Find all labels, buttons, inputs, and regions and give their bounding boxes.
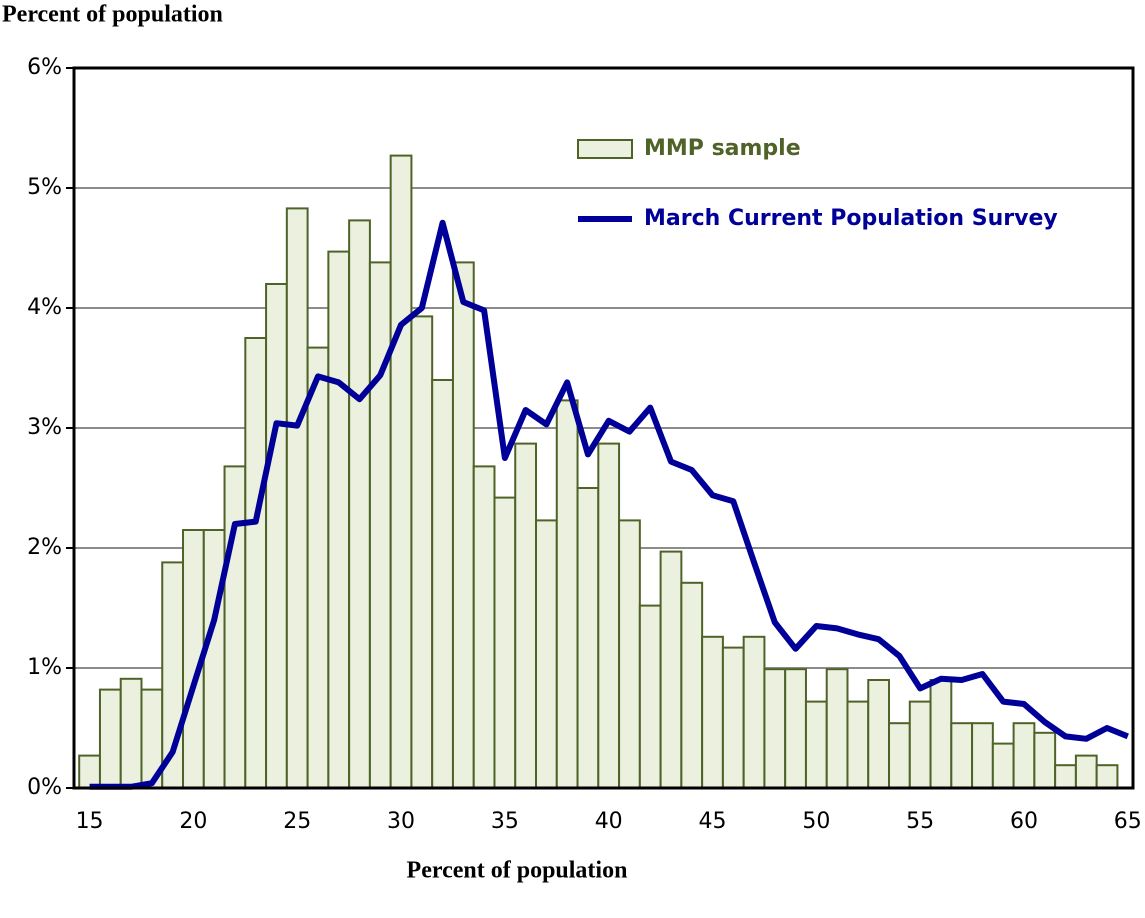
x-tick-label: 35 bbox=[491, 809, 519, 834]
y-tick-label: 0% bbox=[27, 775, 62, 800]
bar bbox=[1012, 722, 1036, 790]
bar bbox=[784, 668, 807, 790]
bar bbox=[306, 346, 330, 789]
bar bbox=[389, 154, 413, 790]
bar bbox=[971, 722, 994, 790]
y-tick-label: 4% bbox=[27, 295, 62, 320]
x-axis-title: Percent of population bbox=[407, 858, 628, 884]
x-tick-label: 55 bbox=[906, 809, 934, 834]
y-tick-label: 1% bbox=[27, 655, 62, 680]
plot-border bbox=[72, 66, 1135, 790]
bar bbox=[804, 700, 828, 789]
bar bbox=[929, 679, 953, 789]
y-axis-title: Percent of population bbox=[2, 2, 223, 28]
x-tick-label: 60 bbox=[1010, 809, 1038, 834]
bar bbox=[908, 700, 932, 789]
bar bbox=[1033, 731, 1057, 789]
x-tick-label: 25 bbox=[283, 809, 311, 834]
bar bbox=[472, 465, 496, 789]
bar bbox=[535, 519, 558, 790]
bar bbox=[867, 679, 891, 789]
x-tick-label: 30 bbox=[387, 809, 415, 834]
x-tick-label: 15 bbox=[76, 809, 104, 834]
bar bbox=[78, 754, 101, 789]
bar bbox=[846, 700, 870, 789]
y-tick-label: 5% bbox=[27, 175, 62, 200]
x-tick-label: 65 bbox=[1114, 809, 1142, 834]
line bbox=[89, 219, 1129, 790]
bar bbox=[555, 399, 579, 789]
bar bbox=[1095, 764, 1119, 790]
bar bbox=[431, 379, 454, 789]
bar bbox=[202, 529, 226, 789]
bar bbox=[597, 442, 621, 789]
bar bbox=[680, 581, 704, 789]
x-tick-label: 20 bbox=[179, 809, 207, 834]
x-tick-label: 40 bbox=[595, 809, 623, 834]
bar bbox=[950, 722, 974, 790]
bar bbox=[410, 315, 434, 789]
bar bbox=[576, 487, 600, 789]
bar bbox=[742, 635, 766, 789]
bar bbox=[493, 496, 517, 789]
bar bbox=[888, 722, 911, 790]
x-tick-label: 50 bbox=[802, 809, 830, 834]
bar bbox=[119, 677, 143, 789]
bar bbox=[223, 465, 247, 789]
bar bbox=[244, 337, 268, 789]
legend-label: March Current Population Survey bbox=[644, 206, 1058, 231]
bar bbox=[1054, 764, 1077, 790]
y-tick-label: 6% bbox=[27, 55, 62, 80]
bar bbox=[659, 550, 683, 789]
bar bbox=[451, 261, 475, 789]
bar bbox=[514, 442, 538, 789]
bar bbox=[1074, 754, 1098, 789]
bar bbox=[721, 646, 745, 789]
bar bbox=[265, 283, 288, 789]
x-tick-label: 45 bbox=[699, 809, 727, 834]
legend-swatch bbox=[577, 139, 633, 159]
bar bbox=[825, 668, 849, 790]
bar bbox=[98, 688, 122, 789]
y-tick-label: 3% bbox=[27, 415, 62, 440]
y-tick-label: 2% bbox=[27, 535, 62, 560]
bar bbox=[638, 604, 662, 789]
bar bbox=[348, 219, 371, 789]
bar bbox=[327, 250, 351, 790]
bar bbox=[763, 668, 787, 790]
bar bbox=[701, 635, 724, 789]
bar bbox=[991, 742, 1015, 789]
bar bbox=[285, 207, 309, 789]
bar bbox=[368, 261, 392, 789]
legend-label: MMP sample bbox=[644, 136, 801, 161]
bar bbox=[618, 519, 641, 790]
